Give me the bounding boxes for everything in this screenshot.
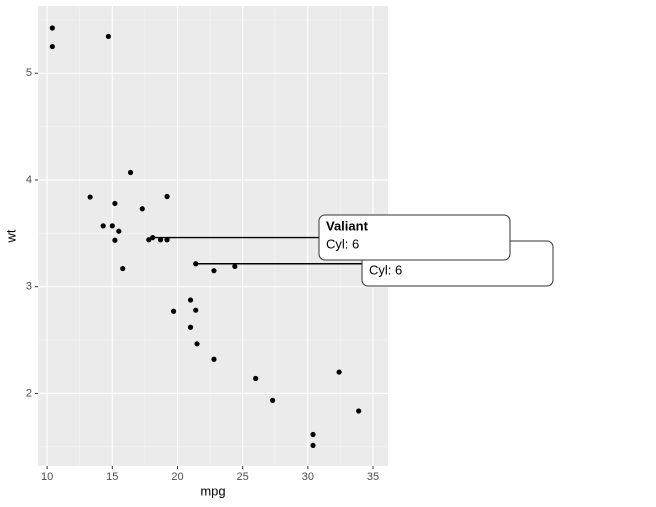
point xyxy=(49,25,55,31)
point xyxy=(253,375,259,382)
x-tick-label: 10 xyxy=(41,471,53,483)
x-tick-label: 30 xyxy=(302,471,314,483)
point xyxy=(112,237,118,243)
y-tick-label: 5 xyxy=(26,67,32,79)
x-tick-label: 15 xyxy=(106,471,118,483)
point xyxy=(127,169,134,176)
point xyxy=(187,297,194,303)
point xyxy=(232,263,238,270)
point xyxy=(211,268,217,274)
x-tick-label: 25 xyxy=(237,471,249,483)
point xyxy=(164,193,170,200)
point xyxy=(105,33,111,40)
point xyxy=(87,194,93,200)
point xyxy=(157,237,164,243)
x-tick-label: 35 xyxy=(367,471,379,483)
point xyxy=(270,397,276,403)
point xyxy=(170,308,177,314)
y-tick-label: 3 xyxy=(26,281,32,293)
point xyxy=(100,223,106,229)
point xyxy=(211,356,217,362)
tooltip-title: Valiant xyxy=(326,218,369,233)
point xyxy=(146,237,152,243)
point xyxy=(193,307,199,313)
point xyxy=(49,43,55,50)
y-tick-label: 2 xyxy=(26,387,32,399)
point xyxy=(164,237,170,243)
point xyxy=(109,223,115,229)
y-axis-title: wt xyxy=(3,229,18,243)
point xyxy=(120,265,126,272)
point xyxy=(356,408,362,414)
x-tick-label: 20 xyxy=(171,471,183,483)
tooltip-box xyxy=(318,214,511,261)
point xyxy=(187,324,194,330)
point xyxy=(194,341,200,347)
point xyxy=(116,228,122,234)
point xyxy=(112,200,118,207)
y-tick-label: 4 xyxy=(26,174,32,186)
point xyxy=(310,442,316,449)
x-axis-title: mpg xyxy=(200,483,225,498)
tooltip-text: Cyl: 6 xyxy=(326,236,359,251)
point xyxy=(336,369,342,375)
tooltip-text: Cyl: 6 xyxy=(369,262,402,277)
point xyxy=(139,206,145,212)
point xyxy=(310,431,316,438)
